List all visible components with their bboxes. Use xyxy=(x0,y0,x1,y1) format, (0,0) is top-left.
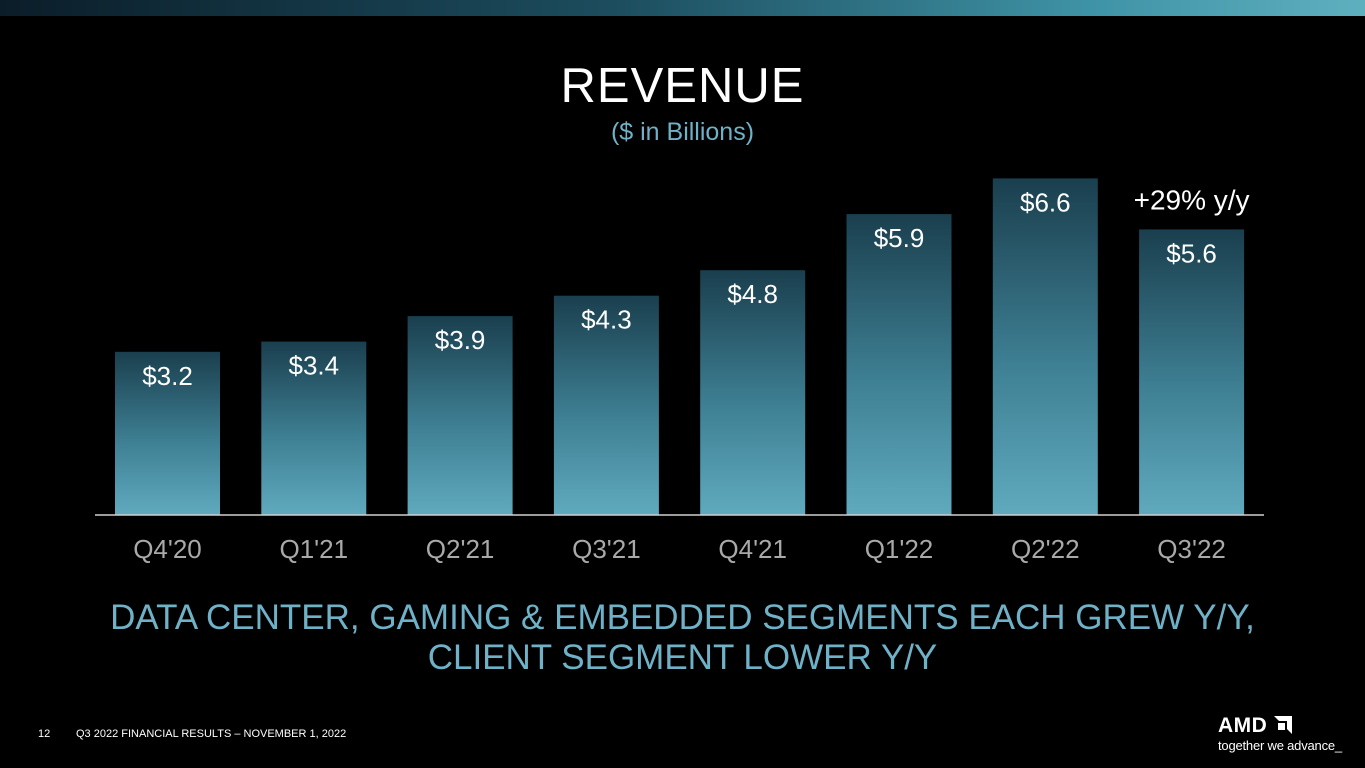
bar-q321 xyxy=(553,295,659,515)
data-label: $3.2 xyxy=(142,361,193,391)
bar-q122 xyxy=(846,214,952,515)
logo-tagline: together we advance_ xyxy=(1218,738,1342,753)
page-number: 12 xyxy=(38,728,51,740)
x-tick-label: Q2'21 xyxy=(426,534,495,564)
bar-q322 xyxy=(1139,229,1245,515)
page-subtitle: ($ in Billions) xyxy=(610,118,755,146)
growth-annotation: +29% y/y xyxy=(1134,184,1250,215)
data-label: $5.9 xyxy=(874,223,925,253)
headline-line-1: DATA CENTER, GAMING & EMBEDDED SEGMENTS … xyxy=(110,598,1255,637)
bar-q420 xyxy=(115,351,220,515)
x-tick-label: Q4'21 xyxy=(718,534,787,564)
headline-line-2: CLIENT SEGMENT LOWER Y/Y xyxy=(427,638,938,677)
data-label: $3.9 xyxy=(435,325,486,355)
data-label: $5.6 xyxy=(1166,238,1217,268)
bar-q121 xyxy=(261,341,367,515)
top-accent-bar xyxy=(0,0,1365,16)
data-label: $4.8 xyxy=(727,279,778,309)
bar-q222 xyxy=(992,178,1098,515)
amd-arrow-icon xyxy=(1274,716,1292,734)
x-tick-label: Q3'22 xyxy=(1157,534,1226,564)
data-label: $4.3 xyxy=(581,305,632,335)
x-tick-label: Q1'21 xyxy=(280,534,349,564)
x-tick-label: Q2'22 xyxy=(1011,534,1080,564)
x-tick-label: Q4'20 xyxy=(133,534,202,564)
headline: DATA CENTER, GAMING & EMBEDDED SEGMENTS … xyxy=(0,598,1365,678)
revenue-bar-chart: $3.2 $3.4 $3.9 $4.3 $4.8 $5.9 $6.6 $5.6 Q4'20 Q1… xyxy=(95,178,1264,564)
data-label: $3.4 xyxy=(288,351,339,381)
logo-wordmark: AMD xyxy=(1218,714,1268,737)
bar-q421 xyxy=(700,270,806,515)
bar-q221 xyxy=(407,316,513,515)
x-tick-label: Q3'21 xyxy=(572,534,641,564)
amd-logo: AMD together we advance_ xyxy=(1218,714,1353,758)
page-title: REVENUE xyxy=(560,59,805,113)
footer-text: Q3 2022 FINANCIAL RESULTS – NOVEMBER 1, … xyxy=(76,728,347,740)
data-label: $6.6 xyxy=(1020,187,1071,217)
x-tick-label: Q1'22 xyxy=(865,534,934,564)
